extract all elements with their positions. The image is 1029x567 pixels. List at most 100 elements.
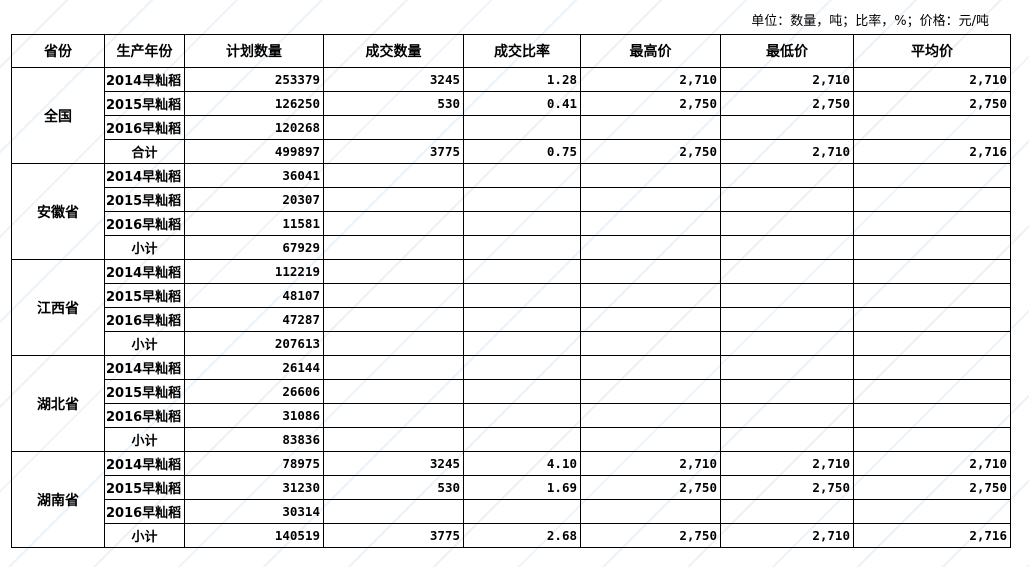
- avg-price-cell: 2,750: [853, 475, 1011, 500]
- deal-ratio-cell: [463, 403, 581, 428]
- table-row: 湖南省 2014早籼稻 78975 3245 4.10 2,710 2,710 2,710: [11, 451, 1011, 548]
- year-cell: 2014早籼稻: [104, 355, 185, 380]
- table-row: 小计 67929: [12, 235, 1011, 260]
- header-avg-price: 平均价: [853, 34, 1011, 68]
- deal-qty-cell: [323, 163, 464, 188]
- avg-price-cell: 2,710: [853, 451, 1011, 476]
- deal-ratio-cell: [463, 283, 581, 308]
- year-cell: 2015早籼稻: [104, 91, 185, 116]
- max-price-cell: 2,710: [580, 67, 721, 92]
- deal-ratio-cell: [463, 115, 581, 140]
- planned-qty-cell: 120268: [184, 115, 324, 140]
- min-price-cell: 2,710: [720, 523, 854, 548]
- max-price-cell: [580, 307, 721, 332]
- deal-qty-cell: 3775: [323, 139, 464, 164]
- deal-qty-cell: [323, 355, 464, 380]
- deal-ratio-cell: [463, 259, 581, 284]
- deal-qty-cell: [323, 187, 464, 212]
- deal-ratio-cell: 4.10: [463, 451, 581, 476]
- deal-qty-cell: [323, 403, 464, 428]
- year-cell: 2014早籼稻: [104, 67, 185, 92]
- province-cell: 全国: [11, 67, 105, 164]
- planned-qty-cell: 112219: [184, 259, 324, 284]
- max-price-cell: [580, 283, 721, 308]
- deal-qty-cell: 530: [323, 91, 464, 116]
- avg-price-cell: [853, 427, 1011, 452]
- subtotal-label: 合计: [104, 139, 185, 164]
- deal-ratio-cell: [463, 163, 581, 188]
- planned-qty-cell: 253379: [184, 67, 324, 92]
- max-price-cell: [580, 403, 721, 428]
- max-price-cell: [580, 427, 721, 452]
- min-price-cell: [720, 211, 854, 236]
- table-row: 2016早籼稻 11581: [12, 211, 1011, 236]
- table-row: 2016早籼稻 120268: [12, 115, 1011, 140]
- avg-price-cell: [853, 307, 1011, 332]
- min-price-cell: [720, 331, 854, 356]
- planned-qty-cell: 83836: [184, 427, 324, 452]
- deal-qty-cell: [323, 379, 464, 404]
- avg-price-cell: [853, 379, 1011, 404]
- avg-price-cell: [853, 355, 1011, 380]
- min-price-cell: [720, 499, 854, 524]
- year-cell: 2016早籼稻: [104, 211, 185, 236]
- max-price-cell: [580, 259, 721, 284]
- year-cell: 2016早籼稻: [104, 307, 185, 332]
- deal-ratio-cell: 1.69: [463, 475, 581, 500]
- max-price-cell: 2,750: [580, 523, 721, 548]
- avg-price-cell: [853, 187, 1011, 212]
- avg-price-cell: 2,716: [853, 523, 1011, 548]
- min-price-cell: [720, 403, 854, 428]
- table-row: 2015早籼稻 20307: [12, 187, 1011, 212]
- header-row: 省份 生产年份 计划数量 成交数量 成交比率 最高价 最低价 平均价: [11, 34, 1011, 68]
- deal-ratio-cell: [463, 427, 581, 452]
- min-price-cell: 2,750: [720, 475, 854, 500]
- planned-qty-cell: 48107: [184, 283, 324, 308]
- planned-qty-cell: 47287: [184, 307, 324, 332]
- planned-qty-cell: 67929: [184, 235, 324, 260]
- deal-ratio-cell: [463, 379, 581, 404]
- table-row: 2016早籼稻 30314: [12, 499, 1011, 524]
- deal-qty-cell: [323, 283, 464, 308]
- planned-qty-cell: 78975: [184, 451, 324, 476]
- min-price-cell: 2,710: [720, 67, 854, 92]
- planned-qty-cell: 31086: [184, 403, 324, 428]
- deal-qty-cell: [323, 235, 464, 260]
- province-cell: 安徽省: [11, 163, 105, 260]
- deal-qty-cell: [323, 331, 464, 356]
- avg-price-cell: [853, 259, 1011, 284]
- deal-ratio-cell: [463, 235, 581, 260]
- year-cell: 2014早籼稻: [104, 451, 185, 476]
- year-cell: 2015早籼稻: [104, 283, 185, 308]
- planned-qty-cell: 126250: [184, 91, 324, 116]
- year-cell: 2015早籼稻: [104, 187, 185, 212]
- min-price-cell: [720, 259, 854, 284]
- max-price-cell: [580, 211, 721, 236]
- max-price-cell: 2,750: [580, 475, 721, 500]
- planned-qty-cell: 20307: [184, 187, 324, 212]
- deal-ratio-cell: [463, 211, 581, 236]
- year-cell: 2014早籼稻: [104, 259, 185, 284]
- planned-qty-cell: 207613: [184, 331, 324, 356]
- year-cell: 2016早籼稻: [104, 403, 185, 428]
- avg-price-cell: 2,716: [853, 139, 1011, 164]
- planned-qty-cell: 11581: [184, 211, 324, 236]
- max-price-cell: [580, 379, 721, 404]
- header-province: 省份: [11, 34, 105, 68]
- year-cell: 2014早籼稻: [104, 163, 185, 188]
- deal-qty-cell: [323, 427, 464, 452]
- min-price-cell: [720, 115, 854, 140]
- deal-qty-cell: 3775: [323, 523, 464, 548]
- max-price-cell: 2,750: [580, 91, 721, 116]
- table-row: 2015早籼稻 48107: [12, 283, 1011, 308]
- min-price-cell: [720, 283, 854, 308]
- planned-qty-cell: 31230: [184, 475, 324, 500]
- avg-price-cell: 2,750: [853, 91, 1011, 116]
- subtotal-label: 小计: [104, 235, 185, 260]
- table-row: 2016早籼稻 47287: [12, 307, 1011, 332]
- header-deal-qty: 成交数量: [323, 34, 464, 68]
- table-row: 小计 207613: [12, 331, 1011, 356]
- province-cell: 湖北省: [11, 355, 105, 452]
- max-price-cell: [580, 187, 721, 212]
- planned-qty-cell: 499897: [184, 139, 324, 164]
